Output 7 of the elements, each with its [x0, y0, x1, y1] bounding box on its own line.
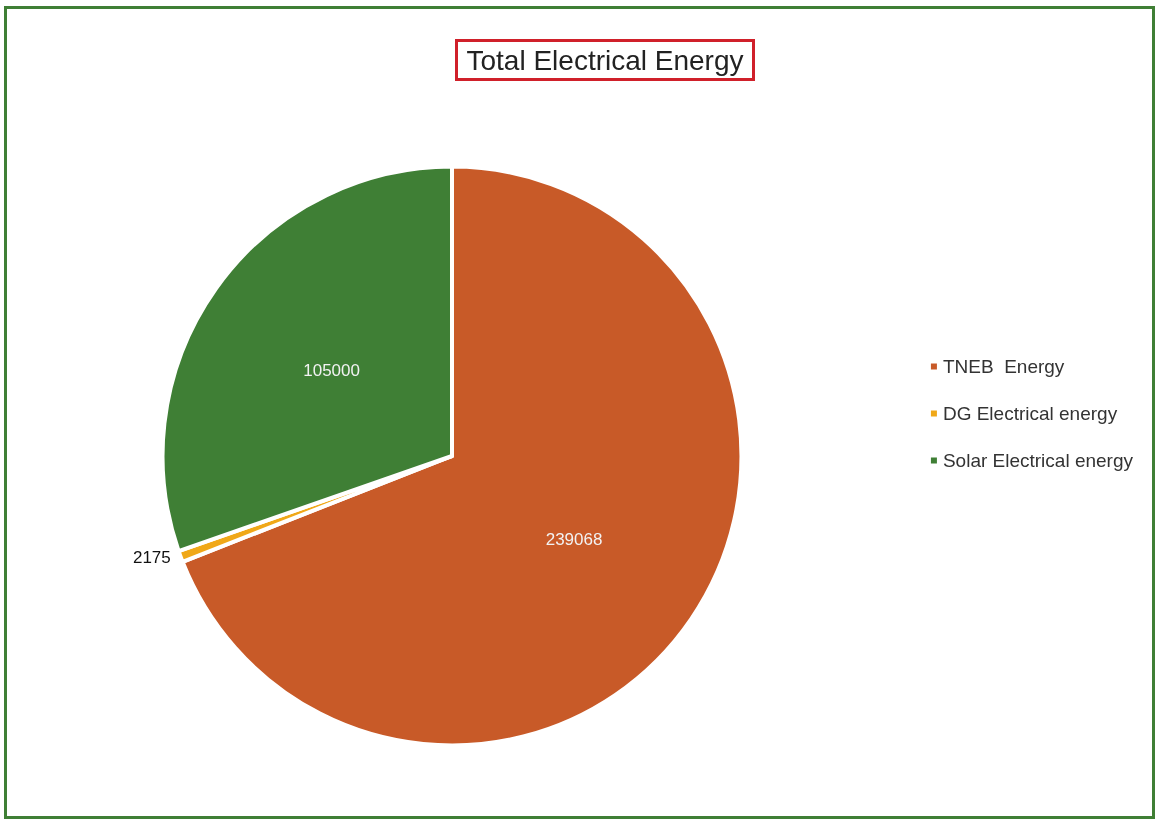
chart-title: Total Electrical Energy — [466, 44, 744, 76]
legend-label: DG Electrical energy — [942, 403, 1118, 424]
data-label: 239068 — [545, 529, 603, 549]
legend-label: Solar Electrical energy — [942, 450, 1134, 471]
legend-label: TNEB Energy — [942, 356, 1065, 377]
data-label: 105000 — [303, 360, 360, 380]
data-label: 2175 — [132, 548, 171, 568]
